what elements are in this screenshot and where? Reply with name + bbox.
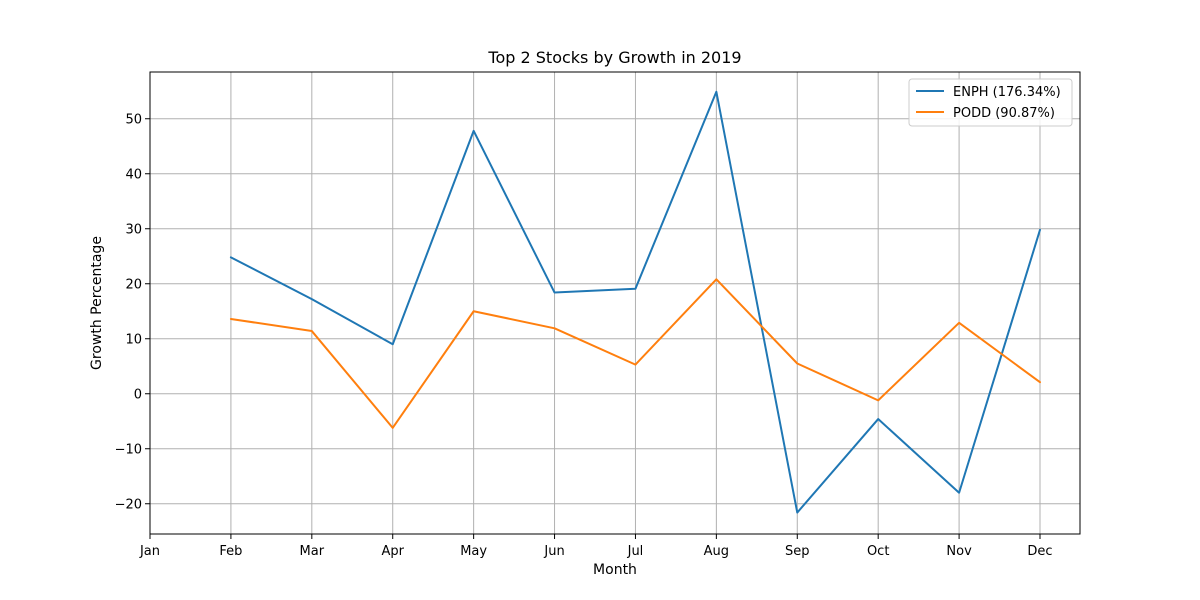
x-tick-label: Aug bbox=[704, 544, 729, 559]
y-tick-label: 10 bbox=[125, 332, 142, 347]
x-tick-label: Jan bbox=[139, 544, 160, 559]
y-tick-label: 0 bbox=[134, 387, 142, 402]
y-tick-label: −20 bbox=[115, 497, 142, 512]
y-tick-label: 50 bbox=[125, 112, 142, 127]
legend: ENPH (176.34%) PODD (90.87%) bbox=[908, 78, 1073, 127]
y-axis-ticks: −20 −10 0 10 20 30 40 50 bbox=[115, 112, 150, 512]
x-tick-label: May bbox=[460, 544, 487, 559]
legend-label-podd: PODD (90.87%) bbox=[953, 106, 1055, 121]
plot-area-frame bbox=[149, 71, 1081, 535]
x-tick-label: Dec bbox=[1027, 544, 1052, 559]
x-axis-ticks: Jan Feb Mar Apr May Jun Jul Aug Sep Oct Nov Dec bbox=[139, 534, 1053, 559]
x-tick-label: Jul bbox=[627, 544, 644, 559]
y-axis-title: Growth Percentage bbox=[89, 236, 105, 370]
y-tick-label: 40 bbox=[125, 167, 142, 182]
series-line-podd bbox=[229, 278, 1041, 429]
x-tick-label: Mar bbox=[300, 544, 325, 559]
chart-title: Top 2 Stocks by Growth in 2019 bbox=[487, 48, 741, 67]
x-tick-label: Jun bbox=[543, 544, 564, 559]
y-tick-label: 20 bbox=[125, 277, 142, 292]
legend-box bbox=[908, 78, 1073, 127]
x-tick-label: Oct bbox=[867, 544, 889, 559]
x-tick-label: Apr bbox=[381, 544, 404, 559]
x-axis-title: Month bbox=[593, 562, 637, 578]
x-tick-label: Sep bbox=[785, 544, 810, 559]
x-tick-label: Nov bbox=[946, 544, 972, 559]
x-tick-label: Feb bbox=[219, 544, 242, 559]
y-tick-label: −10 bbox=[115, 442, 142, 457]
series-lines bbox=[229, 90, 1041, 514]
series-line-enph bbox=[229, 90, 1041, 514]
legend-label-enph: ENPH (176.34%) bbox=[953, 85, 1061, 100]
y-tick-label: 30 bbox=[125, 222, 142, 237]
